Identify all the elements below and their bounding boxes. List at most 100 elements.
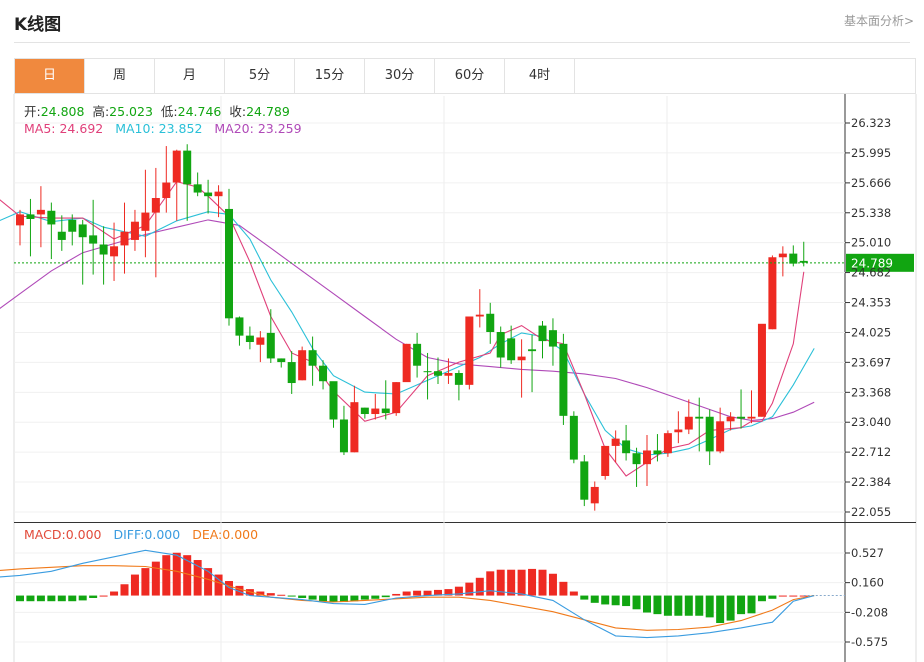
tab-60min[interactable]: 60分: [435, 59, 505, 93]
macd-bar-51: [548, 573, 557, 596]
dea-value: 0.000: [222, 527, 258, 542]
open-value: 24.808: [41, 104, 85, 119]
macd-bar-4: [57, 595, 66, 602]
tab-day[interactable]: 日: [15, 59, 85, 93]
macd-bar-73: [778, 595, 787, 597]
macd-bar-5: [68, 595, 77, 602]
header-divider: [14, 42, 910, 43]
macd-bar-28: [308, 595, 317, 600]
price-tick-label-11: 22.712: [851, 445, 891, 459]
candle-body-56: [601, 445, 610, 476]
candle-body-7: [89, 235, 98, 244]
macd-bar-48: [517, 569, 526, 596]
candle-body-5: [68, 219, 77, 232]
candle-body-40: [434, 371, 442, 376]
diff-line: [0, 549, 815, 639]
candle-body-57: [611, 438, 620, 446]
ma10-value: 23.852: [159, 121, 203, 136]
macd-bar-3: [47, 595, 56, 602]
macd-bar-40: [434, 589, 442, 596]
macd-bar-64: [684, 595, 693, 616]
last-price-box: [846, 253, 914, 272]
candle-body-0: [16, 214, 24, 226]
candle-body-36: [392, 382, 401, 414]
macd-bar-30: [329, 595, 338, 603]
candle-body-64: [684, 416, 693, 430]
price-tick-label-1: 25.995: [851, 146, 891, 160]
macd-bar-44: [475, 577, 484, 596]
candle-body-27: [298, 350, 307, 381]
tab-4hour[interactable]: 4时: [505, 59, 575, 93]
macd-bar-59: [632, 595, 641, 610]
price-tick-label-9: 23.368: [851, 385, 891, 399]
candle-body-13: [151, 198, 160, 213]
candle-body-58: [622, 440, 631, 454]
tab-5min[interactable]: 5分: [225, 59, 295, 93]
macd-bar-61: [653, 595, 662, 615]
candle-body-73: [778, 253, 787, 258]
ma-legend: MA5: 24.692 MA10: 23.852 MA20: 23.259: [24, 121, 302, 136]
tab-30min[interactable]: 30分: [365, 59, 435, 93]
macd-bar-34: [371, 595, 380, 599]
candle-body-55: [590, 486, 599, 504]
macd-bar-54: [580, 595, 589, 600]
macd-bar-20: [225, 581, 233, 596]
candle-body-67: [716, 421, 725, 452]
ma5-label: MA5:: [24, 121, 59, 136]
macd-bar-53: [569, 591, 578, 596]
macd-bar-47: [507, 569, 516, 596]
candle-body-75: [799, 260, 808, 263]
tab-week[interactable]: 周: [85, 59, 155, 93]
candle-body-16: [183, 150, 192, 185]
candle-body-59: [632, 453, 641, 465]
macd-bar-9: [110, 591, 119, 596]
candle-body-28: [308, 350, 317, 366]
candle-body-39: [423, 371, 432, 373]
candle-body-34: [371, 408, 380, 415]
macd-bar-12: [141, 568, 150, 596]
candle-body-10: [120, 231, 129, 246]
grid-lines: [14, 96, 845, 662]
candle-body-6: [78, 224, 87, 238]
macd-bar-37: [402, 591, 411, 596]
macd-bar-8: [99, 595, 108, 597]
candle-body-30: [329, 381, 338, 420]
tab-month[interactable]: 月: [155, 59, 225, 93]
macd-legend: MACD:0.000 DIFF:0.000 DEA:0.000: [24, 527, 258, 542]
price-tick-label-13: 22.055: [851, 505, 891, 519]
candle-body-63: [674, 429, 683, 433]
macd-bar-66: [705, 595, 714, 618]
candle-body-12: [141, 212, 150, 231]
candle-body-50: [538, 325, 547, 342]
macd-bar-65: [695, 595, 704, 616]
macd-bar-11: [130, 574, 139, 596]
close-value: 24.789: [246, 104, 290, 119]
macd-bar-18: [204, 568, 213, 596]
macd-value: 0.000: [66, 527, 102, 542]
macd-bar-49: [528, 568, 537, 596]
macd-bar-69: [737, 595, 746, 615]
macd-bar-72: [768, 595, 777, 599]
ma5-value: 24.692: [59, 121, 103, 136]
macd-bar-21: [235, 585, 244, 596]
macd-bar-16: [183, 555, 192, 596]
ma20-line: [0, 219, 815, 421]
candle-body-48: [517, 356, 526, 361]
tab-15min[interactable]: 15分: [295, 59, 365, 93]
fundamental-analysis-link[interactable]: 基本面分析>: [843, 14, 914, 28]
candle-body-61: [653, 450, 662, 455]
ma20-value: 23.259: [258, 121, 302, 136]
candle-body-47: [507, 338, 516, 361]
macd-bar-7: [89, 595, 98, 598]
high-value: 25.023: [109, 104, 153, 119]
price-tick-label-5: 24.682: [851, 266, 891, 280]
candle-body-51: [548, 330, 557, 347]
candle-body-19: [214, 191, 223, 197]
candle-body-3: [47, 210, 56, 225]
macd-bar-26: [287, 595, 296, 597]
candle-body-38: [413, 343, 422, 366]
ma-lines: [0, 180, 815, 477]
macd-bar-45: [486, 571, 495, 596]
macd-bar-2: [36, 595, 45, 602]
